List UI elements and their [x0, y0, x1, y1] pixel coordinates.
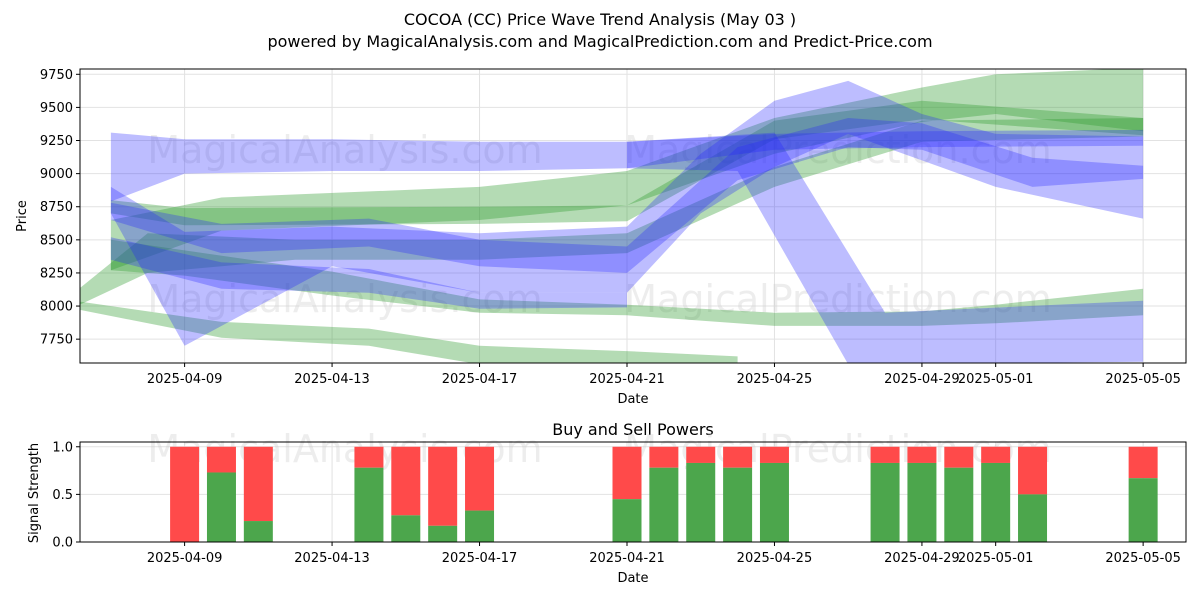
sell-power-bar	[170, 446, 200, 542]
buy-power-bar	[428, 525, 458, 542]
price-bands	[80, 69, 1144, 363]
signal-bars	[170, 446, 1158, 542]
price-x-ticks: 2025-04-09 2025-04-13 2025-04-17 2025-04-21…	[147, 363, 1181, 387]
signal-x-axis-label: Date	[617, 571, 648, 586]
buy-power-bar	[870, 462, 900, 542]
signal-x-ticks: 2025-04-09 2025-04-13 2025-04-17 2025-04-21…	[147, 542, 1181, 566]
green-wave-band	[110, 69, 1144, 271]
signal-x-tick-label: 2025-04-25	[737, 551, 813, 566]
buy-power-bar	[465, 510, 495, 542]
price-x-axis-label: Date	[617, 392, 648, 407]
price-y-tick-label: 9500	[40, 101, 73, 116]
price-x-tick-label: 2025-04-17	[442, 372, 518, 387]
price-y-tick-label: 9000	[40, 167, 73, 182]
buy-power-bar	[649, 467, 679, 542]
blue-wave-band	[110, 129, 1144, 202]
buy-power-bar	[1018, 494, 1048, 542]
price-y-ticks: 7750 8000 8250 8500 8750 9000 9250 9500 9750	[40, 68, 80, 348]
price-x-tick-label: 2025-04-09	[147, 372, 223, 387]
signal-x-tick-label: 2025-04-21	[589, 551, 665, 566]
sell-power-bar	[686, 446, 716, 463]
sell-power-bar	[723, 446, 753, 468]
sell-power-bar	[649, 446, 679, 468]
signal-x-tick-label: 2025-04-09	[147, 551, 223, 566]
sell-power-bar	[465, 446, 495, 511]
price-y-tick-label: 8500	[40, 233, 73, 248]
signal-panel: Buy and Sell Powers MagicalAnalysis.com …	[27, 420, 1187, 586]
price-grid	[80, 69, 1186, 363]
buy-power-bar	[391, 515, 421, 542]
price-watermark-right-2: MagicalPrediction.com	[624, 277, 1052, 321]
price-watermark-left-2: MagicalAnalysis.com	[147, 277, 542, 321]
buy-power-bar	[354, 467, 384, 542]
green-wave-band	[80, 301, 738, 363]
sell-power-bar	[428, 446, 458, 526]
buy-power-bar	[723, 467, 753, 542]
signal-y-tick-label: 0.5	[52, 488, 73, 503]
buy-power-bar	[759, 462, 789, 542]
buy-power-bar	[907, 462, 937, 542]
price-x-tick-label: 2025-05-05	[1105, 372, 1181, 387]
sell-power-bar	[870, 446, 900, 463]
price-x-tick-label: 2025-04-25	[737, 372, 813, 387]
green-wave-band	[80, 118, 1144, 305]
sell-power-bar	[206, 446, 236, 473]
sell-power-bar	[907, 446, 937, 463]
price-y-tick-label: 8750	[40, 200, 73, 215]
sell-power-bar	[612, 446, 642, 500]
buy-power-bar	[612, 499, 642, 542]
signal-y-tick-label: 0.0	[52, 536, 73, 551]
signal-y-axis-label: Signal Strength	[27, 443, 42, 543]
price-x-tick-label: 2025-04-29	[884, 372, 960, 387]
chart-title: COCOA (CC) Price Wave Trend Analysis (Ma…	[404, 10, 796, 29]
price-plot-area	[80, 69, 1186, 363]
blue-wave-band	[627, 132, 1144, 363]
blue-wave-band	[110, 237, 627, 309]
price-y-axis-label: Price	[15, 200, 30, 232]
signal-x-tick-label: 2025-04-29	[884, 551, 960, 566]
buy-power-bar	[243, 521, 273, 542]
price-watermark-left: MagicalAnalysis.com	[147, 128, 542, 172]
signal-x-tick-label: 2025-04-17	[442, 551, 518, 566]
sell-power-bar	[944, 446, 974, 468]
sell-power-bar	[759, 446, 789, 463]
price-panel: MagicalAnalysis.com MagicalPrediction.co…	[15, 68, 1187, 407]
price-y-tick-label: 8000	[40, 300, 73, 315]
signal-y-ticks: 0.0 0.5 1.0	[52, 440, 80, 551]
green-wave-band	[110, 100, 1144, 226]
sell-power-bar	[243, 446, 273, 522]
buy-power-bar	[944, 467, 974, 542]
signal-frame	[79, 441, 1187, 543]
buy-power-bar	[686, 462, 716, 542]
signal-x-tick-label: 2025-05-01	[958, 551, 1034, 566]
price-y-tick-label: 9250	[40, 134, 73, 149]
sell-power-bar	[981, 446, 1011, 463]
sell-power-bar	[391, 446, 421, 516]
price-y-tick-label: 7750	[40, 333, 73, 348]
price-x-tick-label: 2025-04-21	[589, 372, 665, 387]
buy-power-bar	[206, 472, 236, 542]
price-y-tick-label: 9750	[40, 68, 73, 83]
signal-title: Buy and Sell Powers	[552, 420, 714, 439]
blue-wave-band	[110, 118, 1144, 273]
sell-power-bar	[1128, 446, 1158, 479]
green-wave-band	[110, 239, 1144, 326]
sell-power-bar	[354, 446, 384, 468]
buy-power-bar	[981, 462, 1011, 542]
chart-subtitle: powered by MagicalAnalysis.com and Magic…	[267, 32, 932, 51]
signal-x-tick-label: 2025-04-13	[294, 551, 370, 566]
price-watermark-right: MagicalPrediction.com	[624, 128, 1052, 172]
sell-power-bar	[1018, 446, 1048, 495]
signal-y-tick-label: 1.0	[52, 440, 73, 455]
price-x-tick-label: 2025-05-01	[958, 372, 1034, 387]
buy-power-bar	[1128, 478, 1158, 542]
signal-x-tick-label: 2025-05-05	[1105, 551, 1181, 566]
blue-wave-band	[110, 80, 1144, 346]
price-x-tick-label: 2025-04-13	[294, 372, 370, 387]
price-y-tick-label: 8250	[40, 266, 73, 281]
price-frame	[79, 68, 1187, 364]
